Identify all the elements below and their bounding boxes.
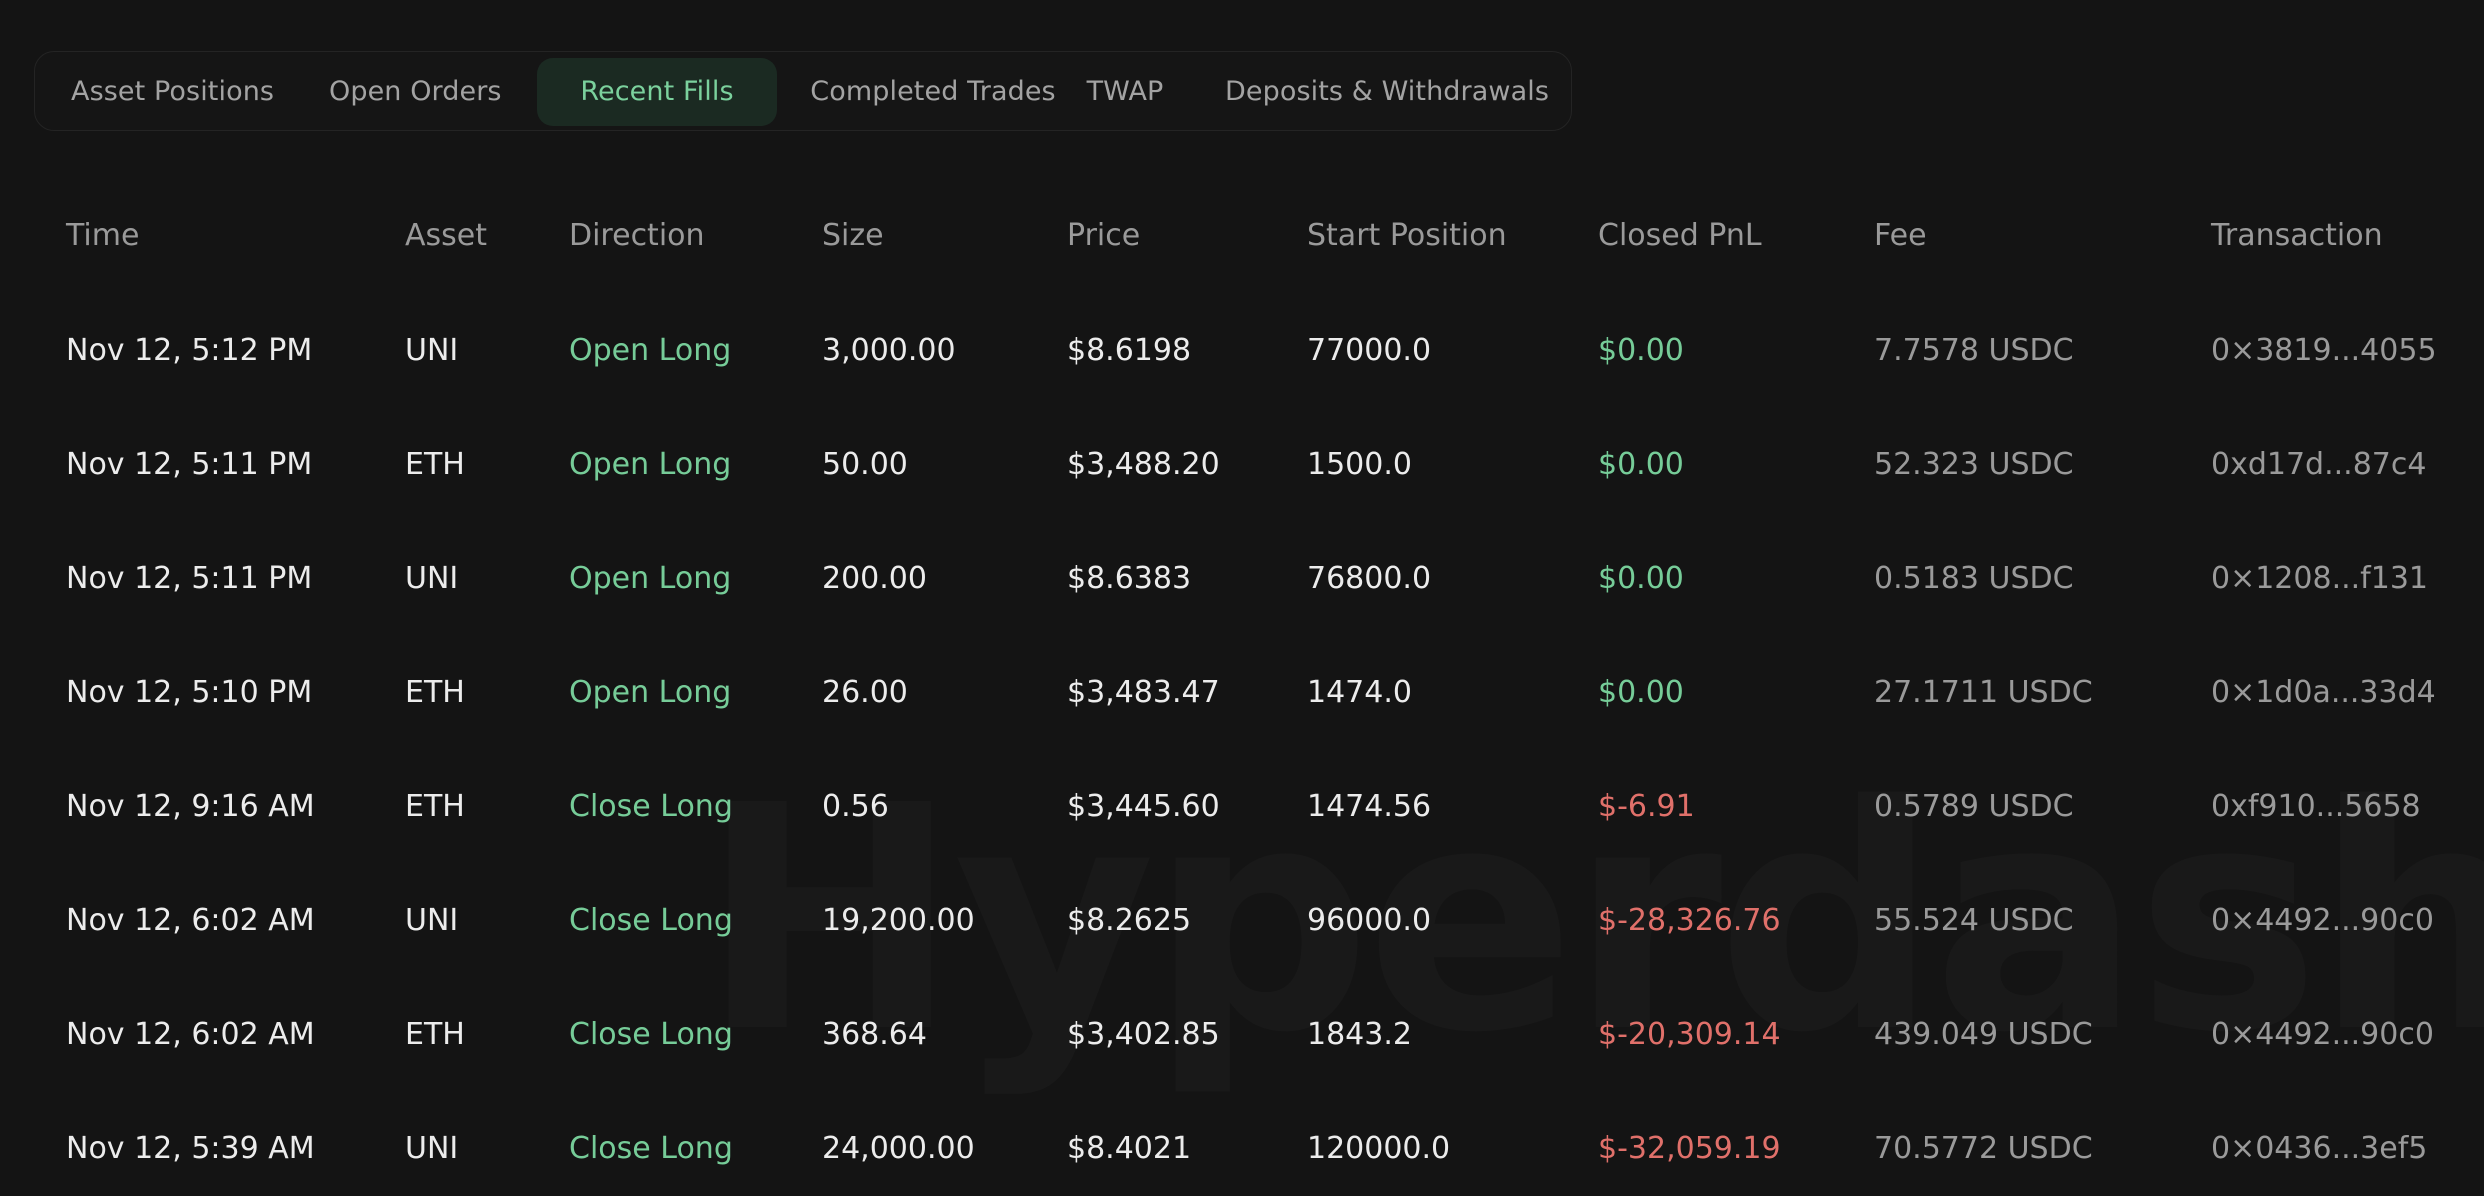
cell-size: 3,000.00 — [822, 333, 956, 368]
cell-closed-pnl: $0.00 — [1598, 675, 1684, 710]
cell-time: Nov 12, 9:16 AM — [66, 789, 315, 824]
column-header-size[interactable]: Size — [822, 218, 884, 253]
cell-time: Nov 12, 5:11 PM — [66, 447, 313, 482]
table-row[interactable]: Nov 12, 6:02 AM ETH Close Long 368.64 $3,402… — [0, 1000, 2484, 1070]
cell-size: 24,000.00 — [822, 1131, 975, 1166]
cell-direction: Close Long — [569, 1017, 733, 1052]
cell-size: 19,200.00 — [822, 903, 975, 938]
table-row[interactable]: Nov 12, 5:39 AM UNI Close Long 24,000.00 $8.… — [0, 1114, 2484, 1184]
cell-price: $3,483.47 — [1067, 675, 1220, 710]
cell-start-position: 1474.56 — [1307, 789, 1432, 824]
cell-asset: UNI — [405, 561, 459, 596]
cell-direction: Open Long — [569, 447, 732, 482]
column-header-time[interactable]: Time — [66, 218, 140, 253]
cell-time: Nov 12, 5:10 PM — [66, 675, 313, 710]
cell-size: 50.00 — [822, 447, 908, 482]
cell-fee: 52.323 USDC — [1874, 447, 2074, 482]
table-row[interactable]: Nov 12, 9:16 AM ETH Close Long 0.56 $3,445.6… — [0, 772, 2484, 842]
column-header-transaction[interactable]: Transaction — [2211, 218, 2383, 253]
cell-closed-pnl: $0.00 — [1598, 447, 1684, 482]
table-row[interactable]: Nov 12, 5:10 PM ETH Open Long 26.00 $3,483.4… — [0, 658, 2484, 728]
tab-asset-positions[interactable]: Asset Positions — [71, 76, 275, 107]
tab-twap[interactable]: TWAP — [1086, 76, 1164, 107]
cell-asset: ETH — [405, 447, 465, 482]
cell-asset: UNI — [405, 333, 459, 368]
tab-open-orders[interactable]: Open Orders — [329, 76, 502, 107]
cell-size: 368.64 — [822, 1017, 927, 1052]
cell-closed-pnl: $-32,059.19 — [1598, 1131, 1781, 1166]
cell-price: $8.6383 — [1067, 561, 1192, 596]
cell-direction: Open Long — [569, 333, 732, 368]
column-header-asset[interactable]: Asset — [405, 218, 488, 253]
cell-fee: 27.1711 USDC — [1874, 675, 2093, 710]
cell-fee: 55.524 USDC — [1874, 903, 2074, 938]
cell-asset: ETH — [405, 675, 465, 710]
tab-recent-fills[interactable]: Recent Fills — [537, 58, 777, 126]
cell-fee: 7.7578 USDC — [1874, 333, 2074, 368]
transaction-link[interactable]: 0xf910...5658 — [2211, 789, 2421, 824]
transaction-link[interactable]: 0×1208...f131 — [2211, 561, 2429, 596]
cell-direction: Close Long — [569, 789, 733, 824]
cell-start-position: 1500.0 — [1307, 447, 1412, 482]
cell-start-position: 96000.0 — [1307, 903, 1432, 938]
cell-asset: ETH — [405, 789, 465, 824]
cell-size: 0.56 — [822, 789, 889, 824]
table-row[interactable]: Nov 12, 6:02 AM UNI Close Long 19,200.00 $8.… — [0, 886, 2484, 956]
cell-time: Nov 12, 5:12 PM — [66, 333, 313, 368]
cell-start-position: 120000.0 — [1307, 1131, 1451, 1166]
transaction-link[interactable]: 0×1d0a...33d4 — [2211, 675, 2436, 710]
cell-direction: Close Long — [569, 903, 733, 938]
tab-completed-trades[interactable]: Completed Trades — [810, 76, 1056, 107]
cell-asset: UNI — [405, 1131, 459, 1166]
cell-start-position: 77000.0 — [1307, 333, 1432, 368]
cell-time: Nov 12, 5:11 PM — [66, 561, 313, 596]
cell-fee: 70.5772 USDC — [1874, 1131, 2093, 1166]
cell-price: $8.6198 — [1067, 333, 1192, 368]
cell-size: 26.00 — [822, 675, 908, 710]
column-header-closed-pnl[interactable]: Closed PnL — [1598, 218, 1762, 253]
cell-closed-pnl: $0.00 — [1598, 561, 1684, 596]
cell-fee: 0.5183 USDC — [1874, 561, 2074, 596]
cell-closed-pnl: $-28,326.76 — [1598, 903, 1781, 938]
cell-fee: 0.5789 USDC — [1874, 789, 2074, 824]
cell-size: 200.00 — [822, 561, 927, 596]
cell-start-position: 1843.2 — [1307, 1017, 1412, 1052]
cell-price: $3,488.20 — [1067, 447, 1220, 482]
cell-direction: Open Long — [569, 561, 732, 596]
cell-closed-pnl: $-20,309.14 — [1598, 1017, 1781, 1052]
table-row[interactable]: Nov 12, 5:11 PM UNI Open Long 200.00 $8.6383… — [0, 544, 2484, 614]
column-header-fee[interactable]: Fee — [1874, 218, 1927, 253]
cell-price: $8.2625 — [1067, 903, 1192, 938]
cell-price: $3,445.60 — [1067, 789, 1220, 824]
tab-deposits-withdrawals[interactable]: Deposits & Withdrawals — [1225, 76, 1549, 107]
table-row[interactable]: Nov 12, 5:12 PM UNI Open Long 3,000.00 $8.61… — [0, 316, 2484, 386]
cell-asset: UNI — [405, 903, 459, 938]
table-row[interactable]: Nov 12, 5:11 PM ETH Open Long 50.00 $3,488.2… — [0, 430, 2484, 500]
cell-direction: Close Long — [569, 1131, 733, 1166]
cell-closed-pnl: $-6.91 — [1598, 789, 1695, 824]
transaction-link[interactable]: 0×0436...3ef5 — [2211, 1131, 2428, 1166]
cell-time: Nov 12, 5:39 AM — [66, 1131, 315, 1166]
tab-bar: Asset Positions Open Orders Recent Fills… — [34, 51, 1572, 131]
transaction-link[interactable]: 0×4492...90c0 — [2211, 1017, 2434, 1052]
cell-fee: 439.049 USDC — [1874, 1017, 2093, 1052]
cell-direction: Open Long — [569, 675, 732, 710]
cell-price: $8.4021 — [1067, 1131, 1192, 1166]
cell-start-position: 76800.0 — [1307, 561, 1432, 596]
transaction-link[interactable]: 0xd17d...87c4 — [2211, 447, 2427, 482]
cell-closed-pnl: $0.00 — [1598, 333, 1684, 368]
cell-price: $3,402.85 — [1067, 1017, 1220, 1052]
transaction-link[interactable]: 0×3819...4055 — [2211, 333, 2437, 368]
column-header-direction[interactable]: Direction — [569, 218, 705, 253]
cell-asset: ETH — [405, 1017, 465, 1052]
cell-time: Nov 12, 6:02 AM — [66, 903, 315, 938]
column-header-start-position[interactable]: Start Position — [1307, 218, 1507, 253]
cell-time: Nov 12, 6:02 AM — [66, 1017, 315, 1052]
column-header-price[interactable]: Price — [1067, 218, 1141, 253]
transaction-link[interactable]: 0×4492...90c0 — [2211, 903, 2434, 938]
cell-start-position: 1474.0 — [1307, 675, 1412, 710]
